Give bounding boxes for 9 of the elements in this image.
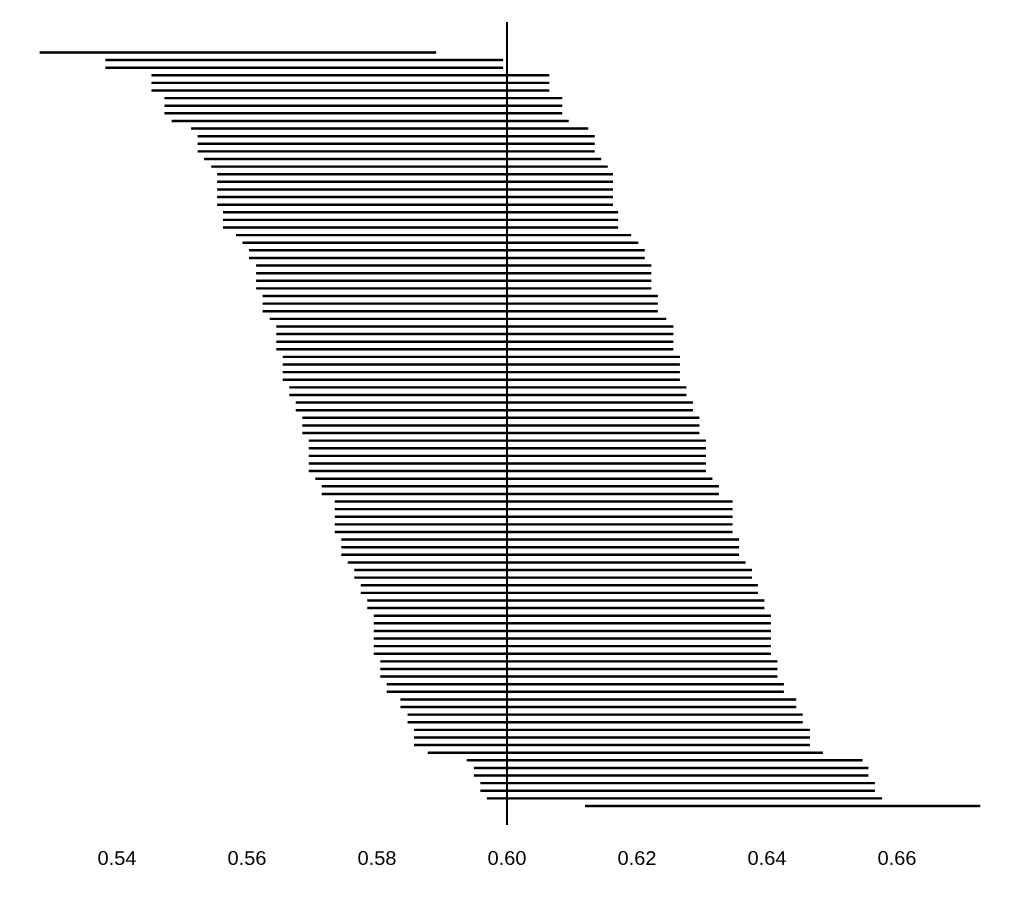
x-tick-label: 0.56 (228, 850, 266, 866)
bar (39, 51, 437, 54)
bar (105, 66, 504, 69)
x-tick-label: 0.60 (488, 850, 526, 866)
x-tick-label: 0.54 (98, 850, 136, 866)
x-tick-label: 0.64 (748, 850, 786, 866)
x-tick-label: 0.58 (358, 850, 396, 866)
x-tick-label: 0.62 (618, 850, 656, 866)
x-tick-label: 0.66 (878, 850, 916, 866)
